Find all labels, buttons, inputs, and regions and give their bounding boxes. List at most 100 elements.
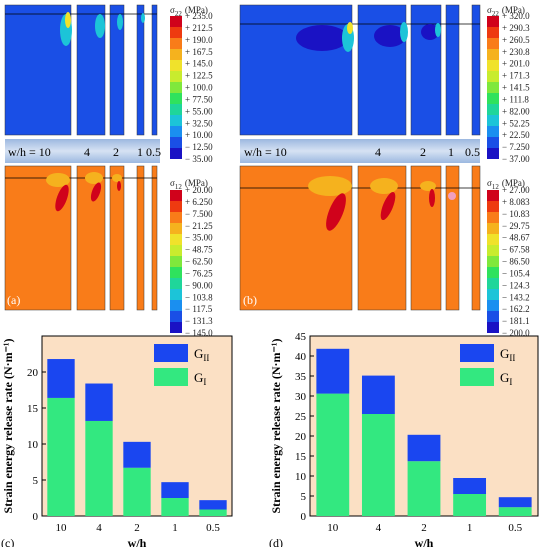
chart-d-xtick-label-1: 4 [376, 522, 382, 534]
a-s22-cbar-swatch-12 [170, 148, 182, 159]
b-legend-bottom-title: σ12 (MPa) [487, 178, 525, 191]
chart-d-bar-GII-4 [361, 375, 395, 414]
a-wh-label-4: 4 [84, 145, 90, 159]
chart-c-legend-label-0: GII [194, 346, 209, 363]
panel-a: w/h = 10 4 2 1 0.5 (a) σ22 (MPa) + 235.0+… [4, 4, 213, 338]
b-s22-cbar-swatch-2 [487, 38, 499, 49]
chart-c-bar-GII-4 [85, 383, 113, 421]
a-s12-strip-1 [136, 165, 145, 311]
b-s12-lower-lobe-4 [380, 191, 396, 221]
b-s12-cbar-swatch-2 [487, 212, 499, 223]
a-s12-upper-lobe-2 [112, 174, 122, 182]
a-s22-strip-10 [4, 4, 72, 136]
a-s12-cbar-swatch-0 [170, 190, 182, 201]
b-s22-low-lobe-2 [421, 24, 439, 40]
chart-c-bar-GII-2 [123, 441, 151, 468]
b-s12-cbar-swatch-8 [487, 278, 499, 289]
b-s22-cbar-tick-10: + 22.50 [502, 130, 530, 140]
b-s22-strip-4 [357, 4, 407, 136]
a-s22-strip-2 [109, 4, 125, 136]
a-s12-lower-lobe-10 [55, 184, 69, 212]
a-s22-cbar-tick-9: + 32.50 [185, 118, 213, 128]
b-s22-cbar-swatch-1 [487, 27, 499, 38]
b-s22-strip-1 [445, 4, 460, 136]
b-s12-cbar-tick-6: − 86.50 [502, 257, 530, 267]
chart-c-bar-GI-0.5 [199, 509, 227, 516]
a-s12-cbar-swatch-11 [170, 311, 182, 322]
a-s22-strip-05 [151, 4, 158, 136]
b-s22-cbar-tick-3: + 230.8 [502, 47, 530, 57]
b-s12-cbar-swatch-4 [487, 234, 499, 245]
chart-d-legend-swatch-1 [460, 368, 494, 386]
chart-d-bar-GI-2 [407, 461, 441, 516]
a-wh-band [5, 139, 160, 163]
a-s22-cbar-swatch-2 [170, 38, 182, 49]
chart-c-ytick-label-3: 15 [27, 403, 39, 415]
a-s22-cbar-tick-12: − 35.00 [185, 154, 213, 164]
b-s22-cbar-tick-0: + 320.0 [502, 11, 530, 21]
b-panel-label: (b) [243, 293, 257, 307]
chart-c-bar-GI-1 [161, 498, 189, 516]
b-s12-cbar-tick-10: − 162.2 [502, 304, 530, 314]
chart-c-xtick-label-0: 10 [56, 522, 68, 534]
b-s12-lower-lobe-10 [326, 193, 346, 231]
b-s12-cbar-tick-7: − 105.4 [502, 268, 530, 278]
b-s12-cbar-tick-4: − 48.67 [502, 233, 530, 243]
a-s12-cbar-tick-5: − 48.75 [185, 245, 213, 255]
chart-d-ylabel: Strain energy release rate (N·m⁻¹) [269, 339, 283, 514]
a-colorbar-s12: + 20.00 + 6.250 − 7.500 − 21.25 − 35.00 − 48.… [170, 185, 213, 338]
b-s12-cbar-swatch-9 [487, 289, 499, 300]
b-s22-cbar-swatch-3 [487, 49, 499, 60]
b-wh-label-4: 4 [375, 145, 381, 159]
chart-c-xtick-label-2: 2 [134, 522, 140, 534]
b-s12-cbar-tick-12: − 200.0 [502, 328, 530, 338]
b-colorbar-s22: + 320.0 + 290.3 + 260.5 + 230.8 + 201.0 + 171… [487, 11, 530, 164]
b-s12-cbar-swatch-1 [487, 201, 499, 212]
chart-c-ytick-label-1: 5 [33, 475, 39, 487]
b-s22-cbar-tick-9: + 52.25 [502, 118, 530, 128]
b-s22-hotspot-4 [400, 22, 408, 42]
a-s12-cbar-tick-0: + 20.00 [185, 185, 213, 195]
chart-d-ytick-label-5: 25 [295, 411, 307, 423]
a-s22-cbar-swatch-0 [170, 16, 182, 27]
a-s12-cbar-tick-7: − 76.25 [185, 268, 213, 278]
b-s22-cbar-tick-11: − 7.250 [502, 142, 530, 152]
panel-b: w/h = 10 4 2 1 0.5 (b) σ22 (MPa) + 320.0+… [239, 4, 530, 338]
chart-c-bar-GII-10 [47, 359, 75, 398]
a-wh-prefix: w/h = 10 [8, 145, 51, 159]
a-s22-hotspot-1 [141, 13, 145, 23]
chart-d-xtick-label-0: 10 [327, 522, 339, 534]
chart-c-ytick-label-4: 20 [27, 367, 39, 379]
a-s12-strip-10 [4, 165, 72, 311]
chart-c-bar-GI-10 [47, 397, 75, 516]
chart-d-bar-GI-4 [361, 414, 395, 516]
a-s12-cbar-tick-6: − 62.50 [185, 257, 213, 267]
chart-d-bar-GII-0.5 [498, 497, 532, 508]
a-s22-cbar-tick-1: + 212.5 [185, 23, 213, 33]
b-s12-cbar-swatch-3 [487, 223, 499, 234]
b-s12-cbar-tick-11: − 181.1 [502, 316, 530, 326]
a-s12-strip-2 [109, 165, 125, 311]
b-s22-cbar-swatch-8 [487, 104, 499, 115]
b-s12-cbar-swatch-6 [487, 256, 499, 267]
a-s12-cbar-tick-12: − 145.0 [185, 328, 213, 338]
a-s22-cbar-tick-2: + 190.0 [185, 35, 213, 45]
b-s22-cbar-swatch-9 [487, 115, 499, 126]
chart-d-ytick-label-1: 5 [301, 491, 307, 503]
chart-d-xlabel: w/h [415, 536, 434, 547]
a-s12-cbar-tick-9: − 103.8 [185, 292, 213, 302]
chart-c-ytick-label-0: 0 [33, 511, 39, 523]
b-s22-cbar-swatch-12 [487, 148, 499, 159]
chart-d-bar-GII-2 [407, 434, 441, 462]
a-s22-cbar-tick-7: + 77.50 [185, 94, 213, 104]
b-s22-low-lobe-4 [374, 25, 406, 47]
b-s12-cbar-tick-2: − 10.83 [502, 209, 530, 219]
b-s22-cbar-swatch-7 [487, 93, 499, 104]
a-s22-cbar-tick-0: + 235.0 [185, 11, 213, 21]
a-s22-cbar-swatch-9 [170, 115, 182, 126]
a-s12-lower-lobe-2 [117, 181, 121, 191]
chart-d-ytick-label-2: 10 [295, 471, 307, 483]
chart-d-legend-label-0: GII [500, 346, 515, 363]
a-s22-strip-1 [136, 4, 145, 136]
